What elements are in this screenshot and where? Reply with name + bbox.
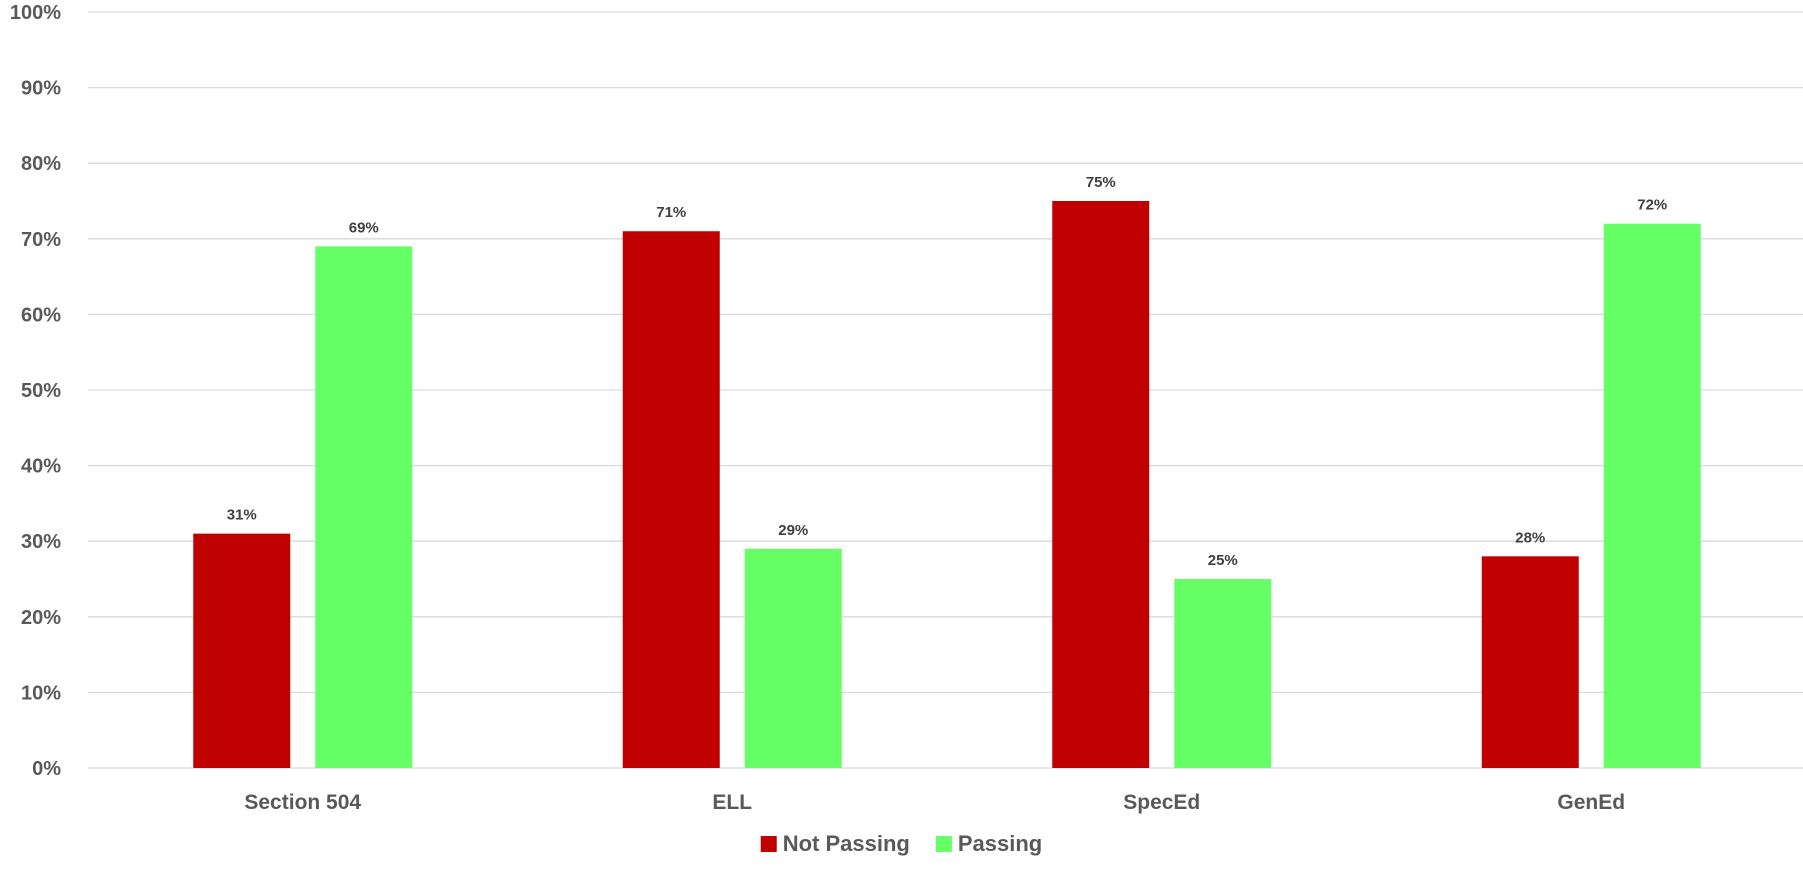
y-tick-label: 90% bbox=[21, 78, 61, 100]
bar-passing bbox=[1603, 223, 1701, 768]
bar-passing bbox=[1174, 579, 1272, 768]
legend-item-passing: Passing bbox=[935, 831, 1042, 856]
bars bbox=[193, 201, 1701, 769]
bar-not-passing bbox=[193, 533, 291, 768]
data-label: 72% bbox=[1637, 197, 1667, 214]
data-label: 28% bbox=[1515, 529, 1545, 546]
x-category-label: Section 504 bbox=[244, 791, 361, 814]
y-tick-label: 30% bbox=[21, 531, 61, 553]
legend-label: Not Passing bbox=[783, 831, 910, 856]
bar-not-passing bbox=[622, 231, 720, 769]
legend-item-not-passing: Not Passing bbox=[760, 831, 910, 856]
data-label: 29% bbox=[778, 522, 808, 539]
data-label: 71% bbox=[656, 204, 686, 221]
y-tick-label: 60% bbox=[21, 304, 61, 326]
data-label: 69% bbox=[349, 219, 379, 236]
bar-passing bbox=[315, 246, 413, 769]
y-axis-tick-labels: 0% 10% 20% 30% 40% 50% 60% 70% 80% 90% 100% bbox=[10, 2, 61, 780]
y-tick-label: 10% bbox=[21, 682, 61, 704]
y-tick-label: 0% bbox=[32, 758, 61, 780]
data-labels: 31% 69% 71% 29% 75% 25% 28% 72% bbox=[227, 174, 1668, 569]
y-tick-label: 40% bbox=[21, 456, 61, 478]
bar-not-passing bbox=[1052, 201, 1150, 768]
y-tick-label: 80% bbox=[21, 153, 61, 175]
legend: Not Passing Passing bbox=[760, 831, 1042, 856]
x-category-label: GenEd bbox=[1557, 791, 1625, 814]
data-label: 25% bbox=[1208, 552, 1238, 569]
x-axis-category-labels: Section 504 ELL SpecEd GenEd bbox=[244, 791, 1625, 814]
data-label: 31% bbox=[227, 507, 257, 524]
x-category-label: ELL bbox=[712, 791, 752, 814]
x-category-label: SpecEd bbox=[1123, 791, 1200, 814]
legend-swatch bbox=[760, 836, 777, 852]
y-tick-label: 70% bbox=[21, 229, 61, 251]
legend-label: Passing bbox=[958, 831, 1042, 856]
y-tick-label: 20% bbox=[21, 607, 61, 629]
y-tick-label: 50% bbox=[21, 380, 61, 402]
data-label: 75% bbox=[1086, 174, 1116, 191]
bar-passing bbox=[744, 548, 842, 768]
legend-swatch bbox=[935, 836, 952, 852]
y-tick-label: 100% bbox=[10, 2, 61, 24]
bar-not-passing bbox=[1481, 556, 1579, 768]
